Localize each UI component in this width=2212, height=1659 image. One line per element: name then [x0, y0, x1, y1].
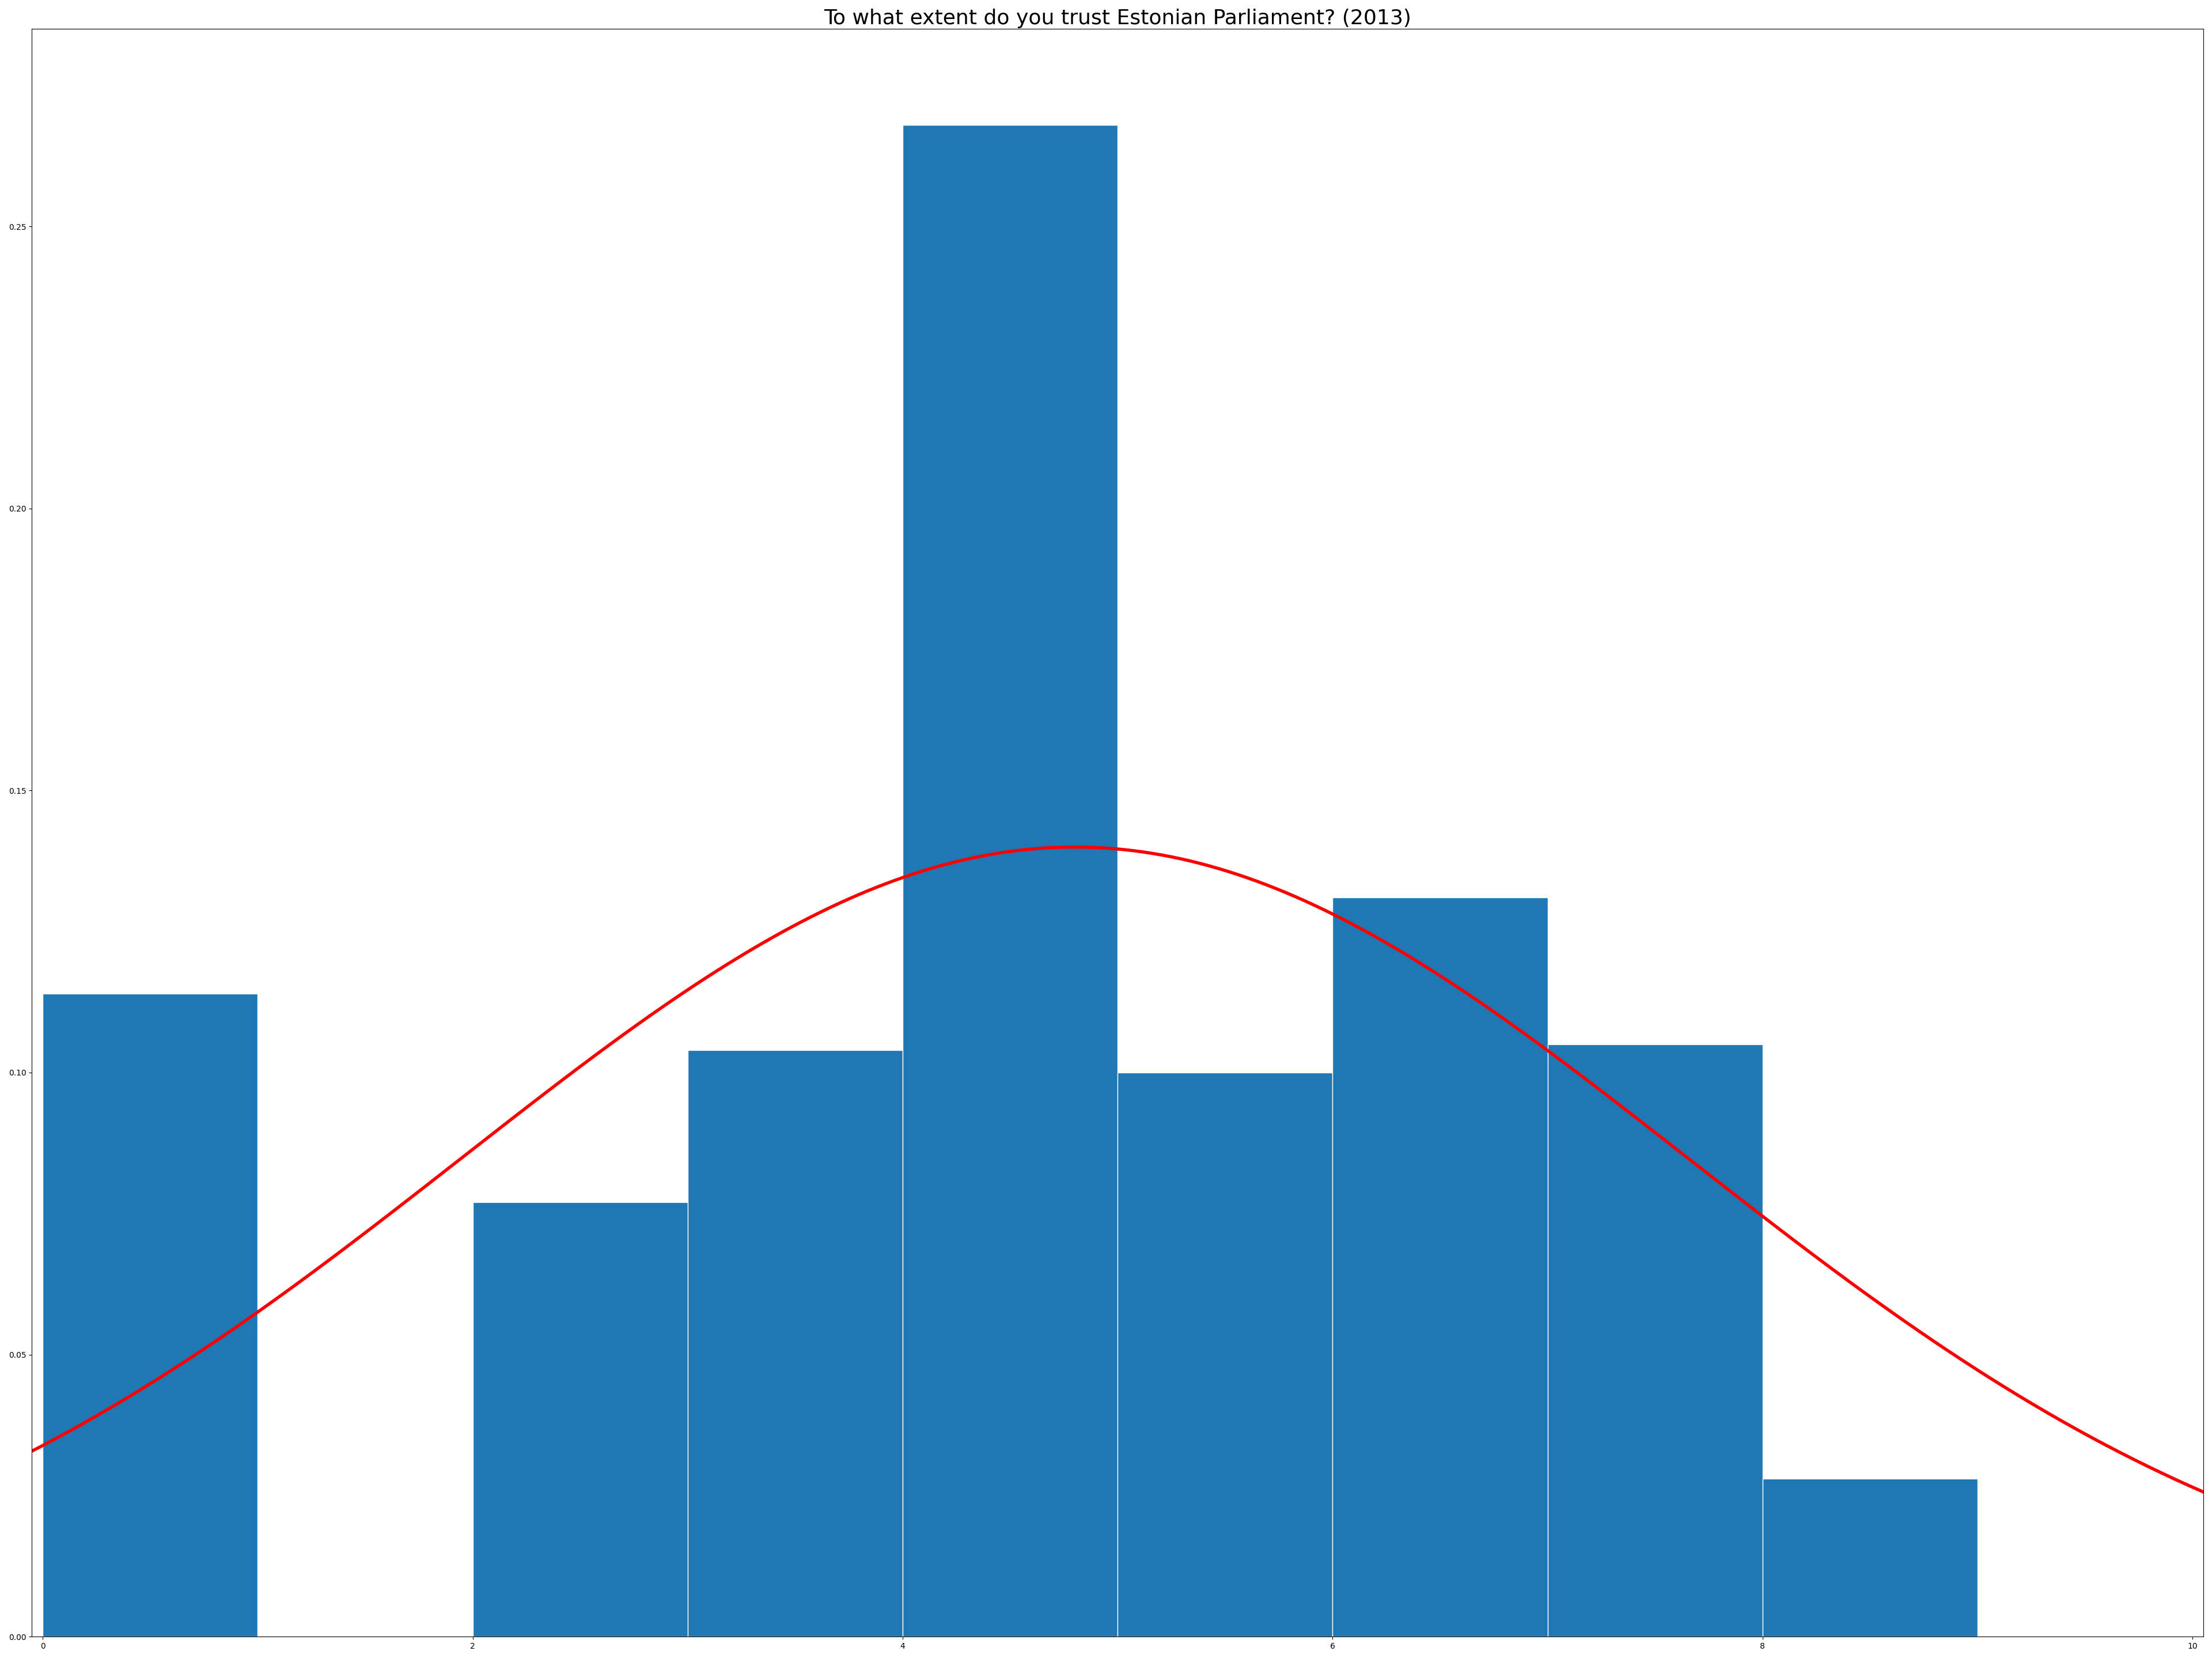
Bar: [1332, 898, 1548, 1637]
Bar: [1548, 1045, 1763, 1637]
Title: To what extent do you trust Estonian Parliament? (2013): To what extent do you trust Estonian Par…: [823, 8, 1411, 28]
Bar: [1117, 1073, 1332, 1637]
Bar: [902, 124, 1117, 1637]
Bar: [688, 1050, 902, 1637]
Bar: [1763, 1478, 1978, 1637]
Bar: [473, 1203, 688, 1637]
Bar: [42, 994, 257, 1637]
